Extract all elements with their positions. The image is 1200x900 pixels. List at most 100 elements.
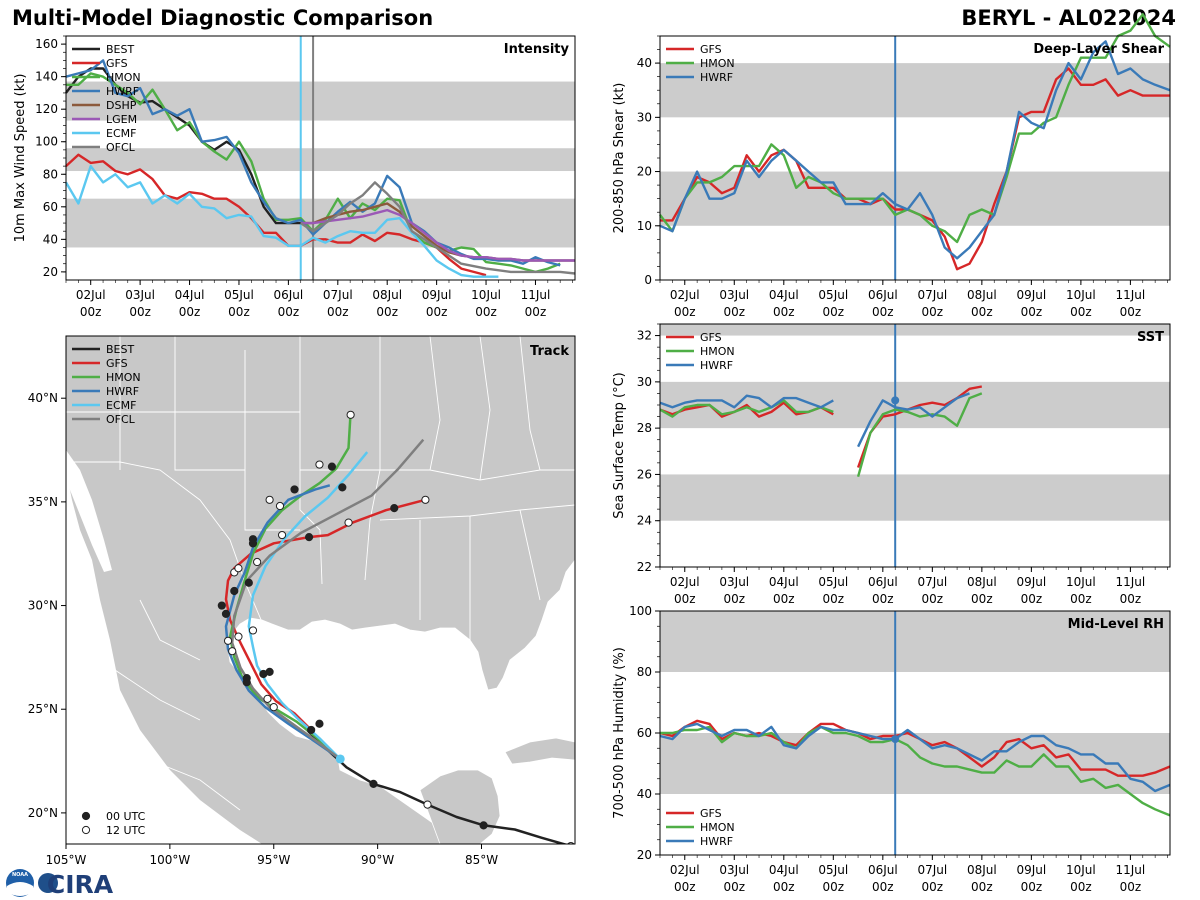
- marker-12utc: [234, 632, 243, 641]
- legend-label-best: BEST: [106, 43, 134, 56]
- x-tick-label-hour: 00z: [773, 592, 795, 606]
- series-hwrf: [659, 722, 1171, 793]
- x-tick-label-hour: 00z: [1070, 880, 1092, 894]
- x-tick-label-hour: 00z: [179, 305, 201, 319]
- panel-label: Intensity: [504, 42, 570, 57]
- legend-label-dshp: DSHP: [106, 99, 137, 112]
- page-title: Multi-Model Diagnostic Comparison: [12, 6, 434, 30]
- marker-12utc: [248, 626, 258, 635]
- legend-label-hwrf: HWRF: [700, 359, 733, 372]
- y-tick-label: 40°N: [28, 391, 58, 405]
- x-tick-label-day: 03Jul: [719, 575, 749, 589]
- hwrf-marker: [891, 735, 900, 744]
- band: [660, 63, 1170, 118]
- legend-label-ecmf: ECMF: [106, 399, 136, 412]
- legend-label-hwrf: HWRF: [700, 835, 733, 848]
- x-tick-label-hour: 00z: [1070, 305, 1092, 319]
- track-ofcl: [230, 438, 425, 760]
- y-tick-label: 30: [637, 375, 652, 389]
- y-tick-label: 100: [629, 604, 652, 618]
- x-tick-label-day: 07Jul: [917, 863, 947, 877]
- track-start-marker: [335, 754, 345, 764]
- marker-00utc: [479, 821, 488, 830]
- legend-label-hwrf: HWRF: [106, 85, 139, 98]
- x-tick-label-hour: 00z: [723, 592, 745, 606]
- legend-label-ofcl: OFCL: [106, 413, 136, 426]
- marker-12utc: [315, 460, 324, 469]
- x-tick-label-day: 06Jul: [868, 288, 898, 302]
- marker-12utc: [277, 530, 287, 540]
- legend-label-utc: 12 UTC: [106, 824, 146, 837]
- y-tick-label: 32: [637, 329, 652, 343]
- marker-12utc: [223, 636, 233, 645]
- marker-00utc: [230, 586, 239, 596]
- x-tick-label-hour: 00z: [1120, 880, 1142, 894]
- x-tick-label-day: 06Jul: [868, 863, 898, 877]
- x-tick-label: 85°W: [465, 853, 498, 867]
- y-tick-label: 0: [644, 273, 652, 287]
- panel-sst: 22 24 26 28 30 32 02Jul 00z 03Jul 00z 04Jul 00z 05Ju…: [612, 323, 1171, 606]
- y-axis-label: Sea Surface Temp (°C): [612, 372, 627, 519]
- legend-label-hmon: HMON: [700, 821, 735, 834]
- legend-label-hmon: HMON: [106, 371, 141, 384]
- x-tick-label-day: 04Jul: [769, 575, 799, 589]
- x-tick-label-hour: 00z: [525, 305, 547, 319]
- x-tick-label-day: 09Jul: [1016, 288, 1046, 302]
- x-tick-label-day: 09Jul: [1016, 575, 1046, 589]
- marker-00utc: [259, 669, 268, 679]
- y-tick-label: 160: [35, 37, 58, 51]
- panel-track: 105°W 100°W 95°W 90°W 85°W 20°N 25°N 30°N 35°N 40…: [28, 335, 576, 867]
- x-tick-label-hour: 00z: [1021, 880, 1043, 894]
- y-tick-label: 30°N: [28, 599, 58, 613]
- x-tick-label-hour: 00z: [1120, 592, 1142, 606]
- y-tick-label: 140: [35, 70, 58, 84]
- x-tick-label-day: 10Jul: [1066, 575, 1096, 589]
- x-tick-label-hour: 00z: [1070, 592, 1092, 606]
- x-tick-label-hour: 00z: [723, 880, 745, 894]
- marker-12utc: [234, 564, 243, 573]
- axes-frame: [65, 335, 576, 845]
- panel-label: SST: [1137, 330, 1164, 345]
- track-ecmf: [247, 451, 369, 760]
- x-tick-label-hour: 00z: [773, 305, 795, 319]
- y-tick-label: 20: [637, 848, 652, 862]
- x-tick-label-hour: 00z: [723, 305, 745, 319]
- x-tick-label-hour: 00z: [1120, 305, 1142, 319]
- series-ofcl: [300, 181, 576, 275]
- x-tick-label-day: 07Jul: [323, 288, 353, 302]
- series-hwrf: [659, 392, 970, 448]
- panel-shear: 0 10 20 30 40 02Jul 00z 03Jul 00z 04Jul 00z 05Jul 00…: [612, 13, 1171, 319]
- marker-12utc: [263, 694, 272, 703]
- legend-label-hwrf: HWRF: [700, 71, 733, 84]
- panel-label: Track: [530, 344, 569, 359]
- marker-12utc: [346, 410, 355, 419]
- y-tick-label: 40: [43, 232, 58, 246]
- x-tick-label-day: 11Jul: [521, 288, 551, 302]
- x-tick-label-day: 02Jul: [670, 863, 700, 877]
- marker-12utc: [423, 800, 432, 809]
- y-tick-label: 26: [637, 467, 652, 481]
- marker-00utc: [315, 719, 324, 728]
- x-tick-label-day: 03Jul: [719, 288, 749, 302]
- series-lgem: [300, 208, 575, 262]
- panel-label: Deep-Layer Shear: [1033, 42, 1164, 57]
- y-tick-label: 80: [43, 167, 58, 181]
- marker-12utc: [265, 495, 274, 504]
- marker-12utc: [344, 518, 353, 527]
- x-tick-label-day: 09Jul: [422, 288, 452, 302]
- x-tick-label-hour: 00z: [823, 880, 845, 894]
- marker-00utc: [307, 725, 316, 735]
- x-tick-label-day: 05Jul: [818, 575, 848, 589]
- x-tick-label-day: 08Jul: [967, 575, 997, 589]
- x-tick-label-day: 08Jul: [967, 288, 997, 302]
- logos: NOAA CIRA: [6, 869, 114, 899]
- marker-00utc: [327, 462, 337, 471]
- x-tick-label-hour: 00z: [80, 305, 102, 319]
- x-tick-label-hour: 00z: [278, 305, 300, 319]
- series-ecmf: [64, 164, 499, 278]
- y-tick-label: 20: [43, 265, 58, 279]
- legend-label-gfs: GFS: [700, 807, 722, 820]
- x-tick-label-hour: 00z: [872, 880, 894, 894]
- legend-label-ofcl: OFCL: [106, 141, 136, 154]
- panel-rh: 20 40 60 80 100 02Jul 00z 03Jul 00z 04Jul 00z 05Jul…: [612, 604, 1171, 894]
